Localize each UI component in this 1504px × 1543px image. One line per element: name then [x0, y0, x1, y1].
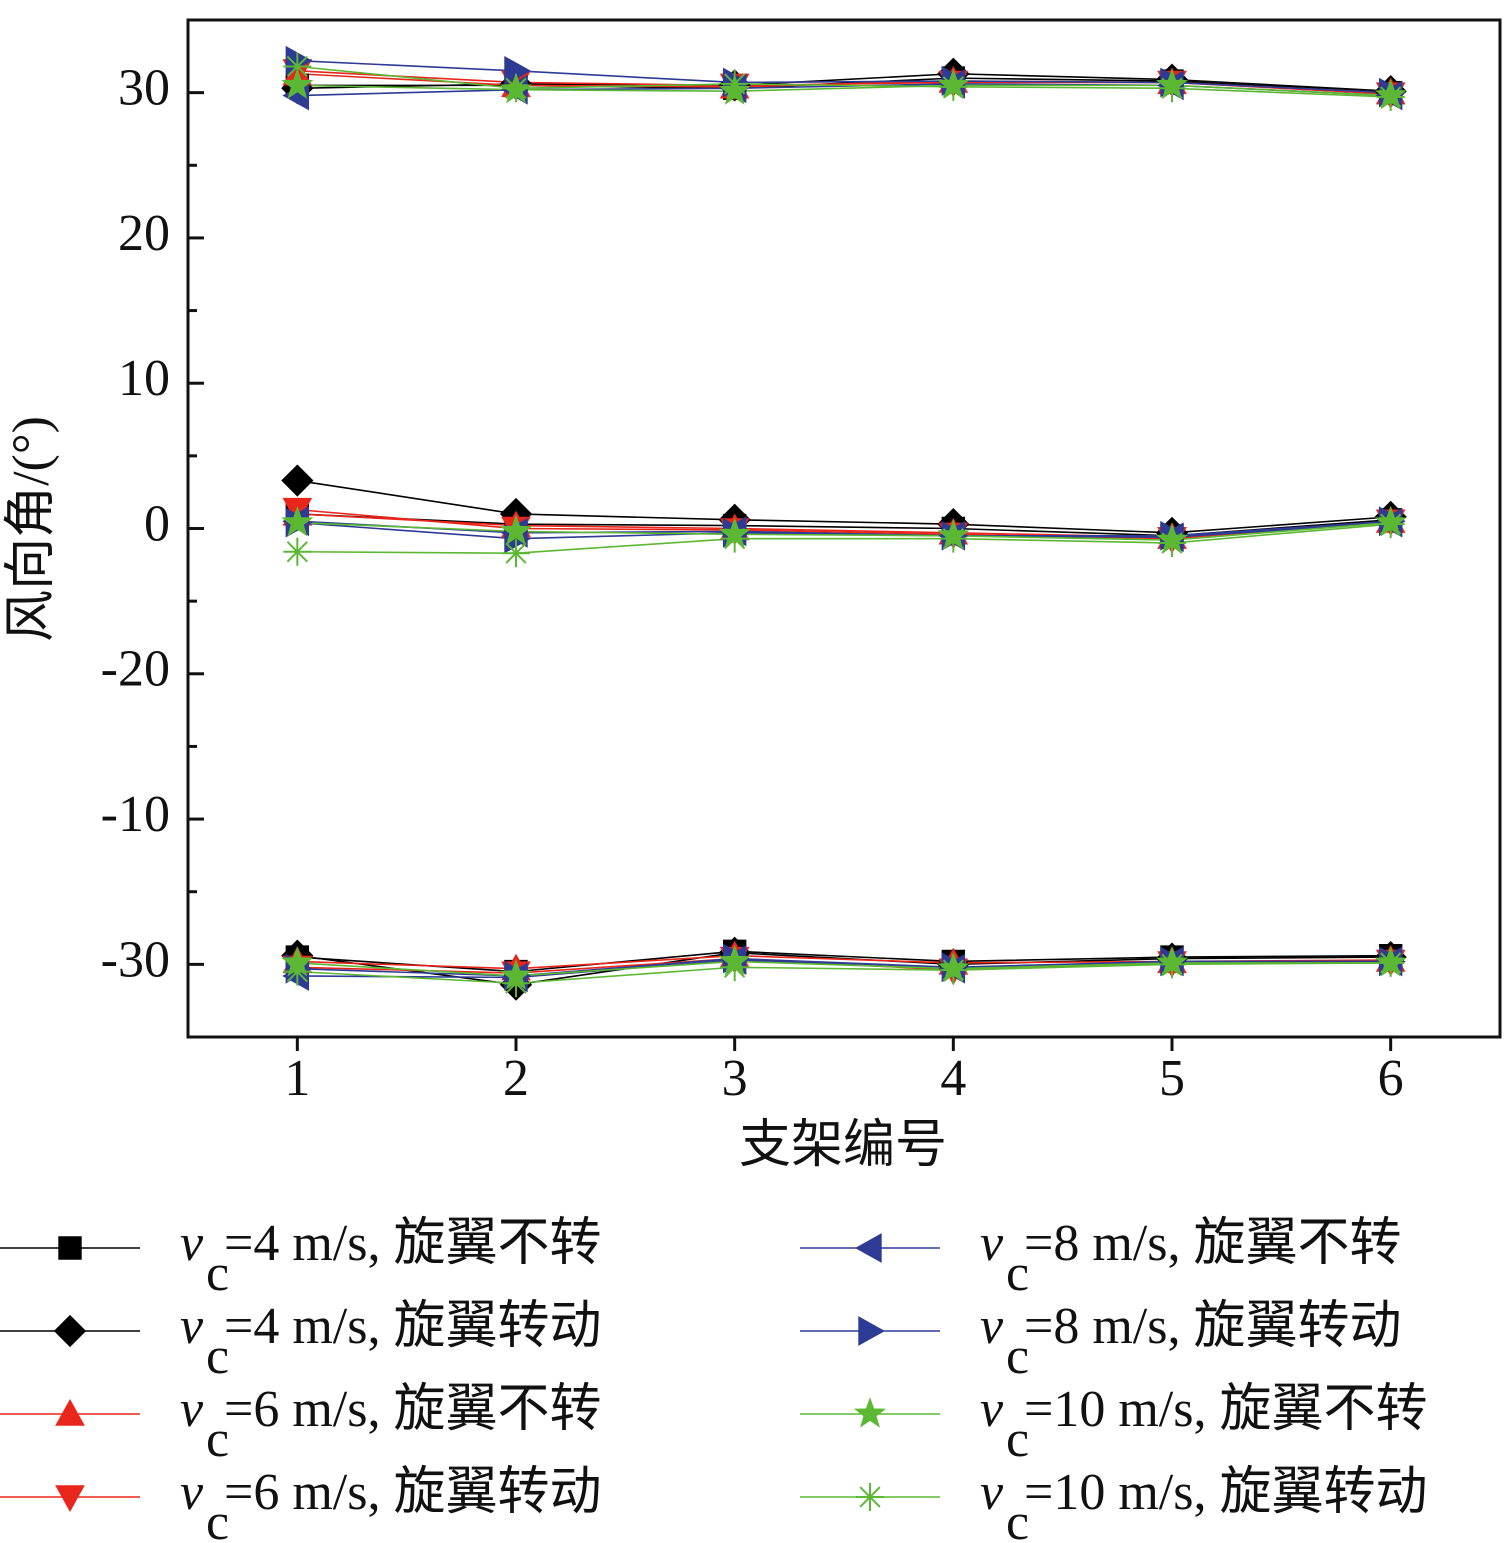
marker — [283, 957, 312, 986]
x-tick-label: 3 — [722, 1050, 748, 1107]
y-tick-label: 10 — [118, 350, 170, 407]
marker — [1158, 529, 1186, 558]
x-tick-label: 5 — [1159, 1050, 1185, 1107]
legend-subscript: c — [206, 1328, 229, 1385]
legend-label: =10 m/s, 旋翼转动 — [1024, 1464, 1427, 1521]
legend-label: =6 m/s, 旋翼转动 — [224, 1464, 601, 1521]
marker — [58, 1236, 82, 1260]
x-tick-label: 4 — [940, 1050, 966, 1107]
legend-label: =4 m/s, 旋翼不转 — [224, 1215, 601, 1272]
legend-symbol: v — [180, 1464, 204, 1521]
series-line — [297, 523, 1391, 554]
legend-label: =4 m/s, 旋翼转动 — [224, 1298, 601, 1355]
series-line — [297, 508, 1391, 540]
series-line — [297, 59, 1391, 94]
legend-label: =10 m/s, 旋翼不转 — [1024, 1381, 1427, 1438]
y-axis-title: 风向角/(°) — [3, 416, 60, 642]
legend-label: =8 m/s, 旋翼转动 — [1024, 1298, 1401, 1355]
marker — [283, 537, 312, 566]
x-tick-label: 2 — [503, 1050, 529, 1107]
marker — [281, 464, 314, 497]
marker — [853, 1397, 887, 1428]
legend-symbol: v — [980, 1464, 1004, 1521]
series-line — [297, 479, 1391, 534]
marker — [281, 68, 314, 100]
legend-label: =6 m/s, 旋翼不转 — [224, 1381, 601, 1438]
marker — [720, 69, 749, 98]
legend-symbol: v — [180, 1298, 204, 1355]
legend-symbol: v — [180, 1215, 204, 1272]
legend-symbol: v — [980, 1215, 1004, 1272]
legend-subscript: c — [1006, 1245, 1029, 1302]
marker — [1376, 948, 1405, 977]
y-tick-label: 0 — [144, 495, 170, 552]
marker — [502, 539, 530, 568]
marker — [55, 1485, 85, 1513]
marker — [854, 1233, 882, 1263]
legend-symbol: v — [980, 1381, 1004, 1438]
legend-subscript: c — [1006, 1494, 1029, 1543]
x-tick-label: 6 — [1378, 1050, 1404, 1107]
marker — [55, 1398, 85, 1426]
marker — [939, 524, 968, 553]
series-line — [297, 950, 1391, 973]
marker — [856, 1483, 884, 1511]
y-tick-label: 30 — [118, 60, 170, 117]
x-tick-label: 1 — [284, 1050, 310, 1107]
marker — [502, 969, 530, 998]
legend-subscript: c — [206, 1245, 229, 1302]
legend-subscript: c — [206, 1411, 229, 1468]
legend-subscript: c — [1006, 1411, 1029, 1468]
marker — [53, 1314, 87, 1348]
marker — [283, 52, 312, 81]
marker — [1158, 950, 1186, 979]
marker — [720, 953, 749, 982]
marker — [281, 505, 314, 537]
marker — [499, 514, 533, 546]
series-line — [297, 521, 1391, 541]
legend-label: =8 m/s, 旋翼不转 — [1024, 1215, 1401, 1272]
series-line — [297, 960, 1391, 977]
y-tick-label: -10 — [101, 786, 170, 843]
y-tick-label: -30 — [101, 931, 170, 988]
marker — [858, 1316, 886, 1346]
series-line — [297, 962, 1391, 985]
legend-subscript: c — [206, 1494, 229, 1543]
legend-subscript: c — [1006, 1328, 1029, 1385]
marker — [939, 956, 968, 985]
marker — [1376, 510, 1405, 539]
marker — [502, 74, 530, 103]
series-line — [297, 65, 1391, 98]
legend-symbol: v — [980, 1298, 1004, 1355]
series-line — [297, 84, 1391, 97]
series-line — [297, 957, 1391, 977]
y-tick-label: 20 — [118, 205, 170, 262]
marker — [720, 524, 749, 553]
marker — [1376, 83, 1405, 112]
marker — [1158, 74, 1186, 103]
x-axis-title: 支架编号 — [739, 1117, 947, 1174]
marker — [939, 72, 968, 101]
legend-symbol: v — [180, 1381, 204, 1438]
y-tick-label: -20 — [101, 641, 170, 698]
